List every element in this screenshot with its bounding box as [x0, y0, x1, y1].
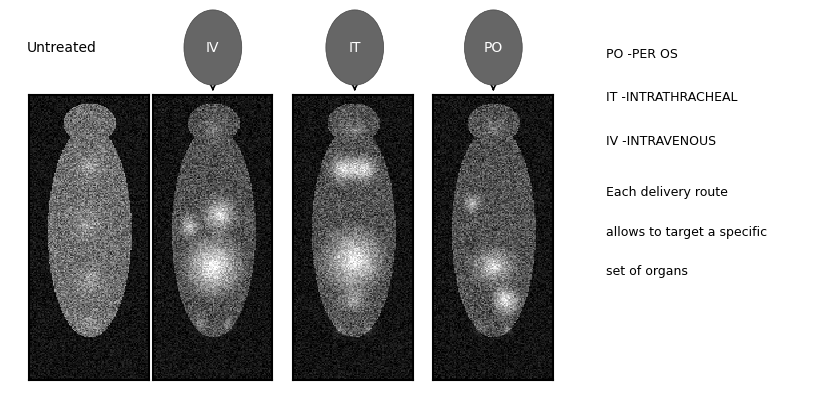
Text: Intestine
Spleen: Intestine Spleen	[441, 111, 497, 133]
Text: IV -INTRAVENOUS: IV -INTRAVENOUS	[606, 135, 716, 148]
Text: Untreated: Untreated	[27, 40, 97, 55]
Ellipse shape	[184, 10, 242, 85]
Text: Each delivery route: Each delivery route	[606, 186, 728, 199]
Text: PO: PO	[483, 40, 503, 55]
Text: Lung: Lung	[301, 111, 332, 121]
Text: allows to target a specific: allows to target a specific	[606, 226, 767, 239]
Text: set of organs: set of organs	[606, 265, 688, 278]
Text: IV: IV	[206, 40, 219, 55]
Ellipse shape	[326, 10, 384, 85]
Ellipse shape	[464, 10, 522, 85]
Text: IT -INTRATHRACHEAL: IT -INTRATHRACHEAL	[606, 91, 738, 104]
Text: PO -PER OS: PO -PER OS	[606, 48, 678, 61]
Text: Liver
Spleen: Liver Spleen	[161, 111, 204, 133]
Text: IT: IT	[348, 40, 361, 55]
